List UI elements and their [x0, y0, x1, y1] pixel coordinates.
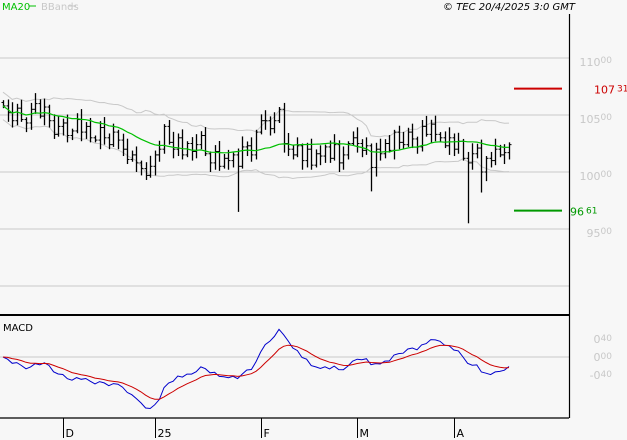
x-tick-label: F: [264, 427, 270, 440]
y-tick-label: 10000: [580, 170, 613, 183]
copyright-timestamp: © TEC 20/4/2025 3:0 GMT: [443, 2, 576, 13]
x-tick-label: 25: [158, 427, 172, 440]
bollinger-lower-line: [2, 119, 510, 180]
y-tick-label: 10500: [580, 113, 613, 126]
macd-y-tick-label: -040: [590, 369, 613, 382]
support-label: 96 61: [570, 206, 597, 219]
macd-y-tick-label: 000: [594, 351, 613, 364]
resistance-label: 107 31: [594, 84, 627, 97]
signal-line: [2, 344, 510, 400]
ma20-line: [2, 105, 510, 154]
y-tick-label: 9500: [587, 227, 613, 240]
x-tick-label: M: [360, 427, 370, 440]
macd-title: MACD: [3, 323, 33, 334]
macd-line: [2, 328, 510, 410]
x-tick-label: A: [457, 427, 465, 440]
y-tick-label: 11000: [580, 56, 613, 69]
macd-y-tick-label: 040: [594, 333, 613, 346]
legend-bbands: BBands: [41, 2, 79, 13]
x-tick-label: D: [66, 427, 74, 440]
legend-ma20: MA20: [2, 2, 30, 13]
